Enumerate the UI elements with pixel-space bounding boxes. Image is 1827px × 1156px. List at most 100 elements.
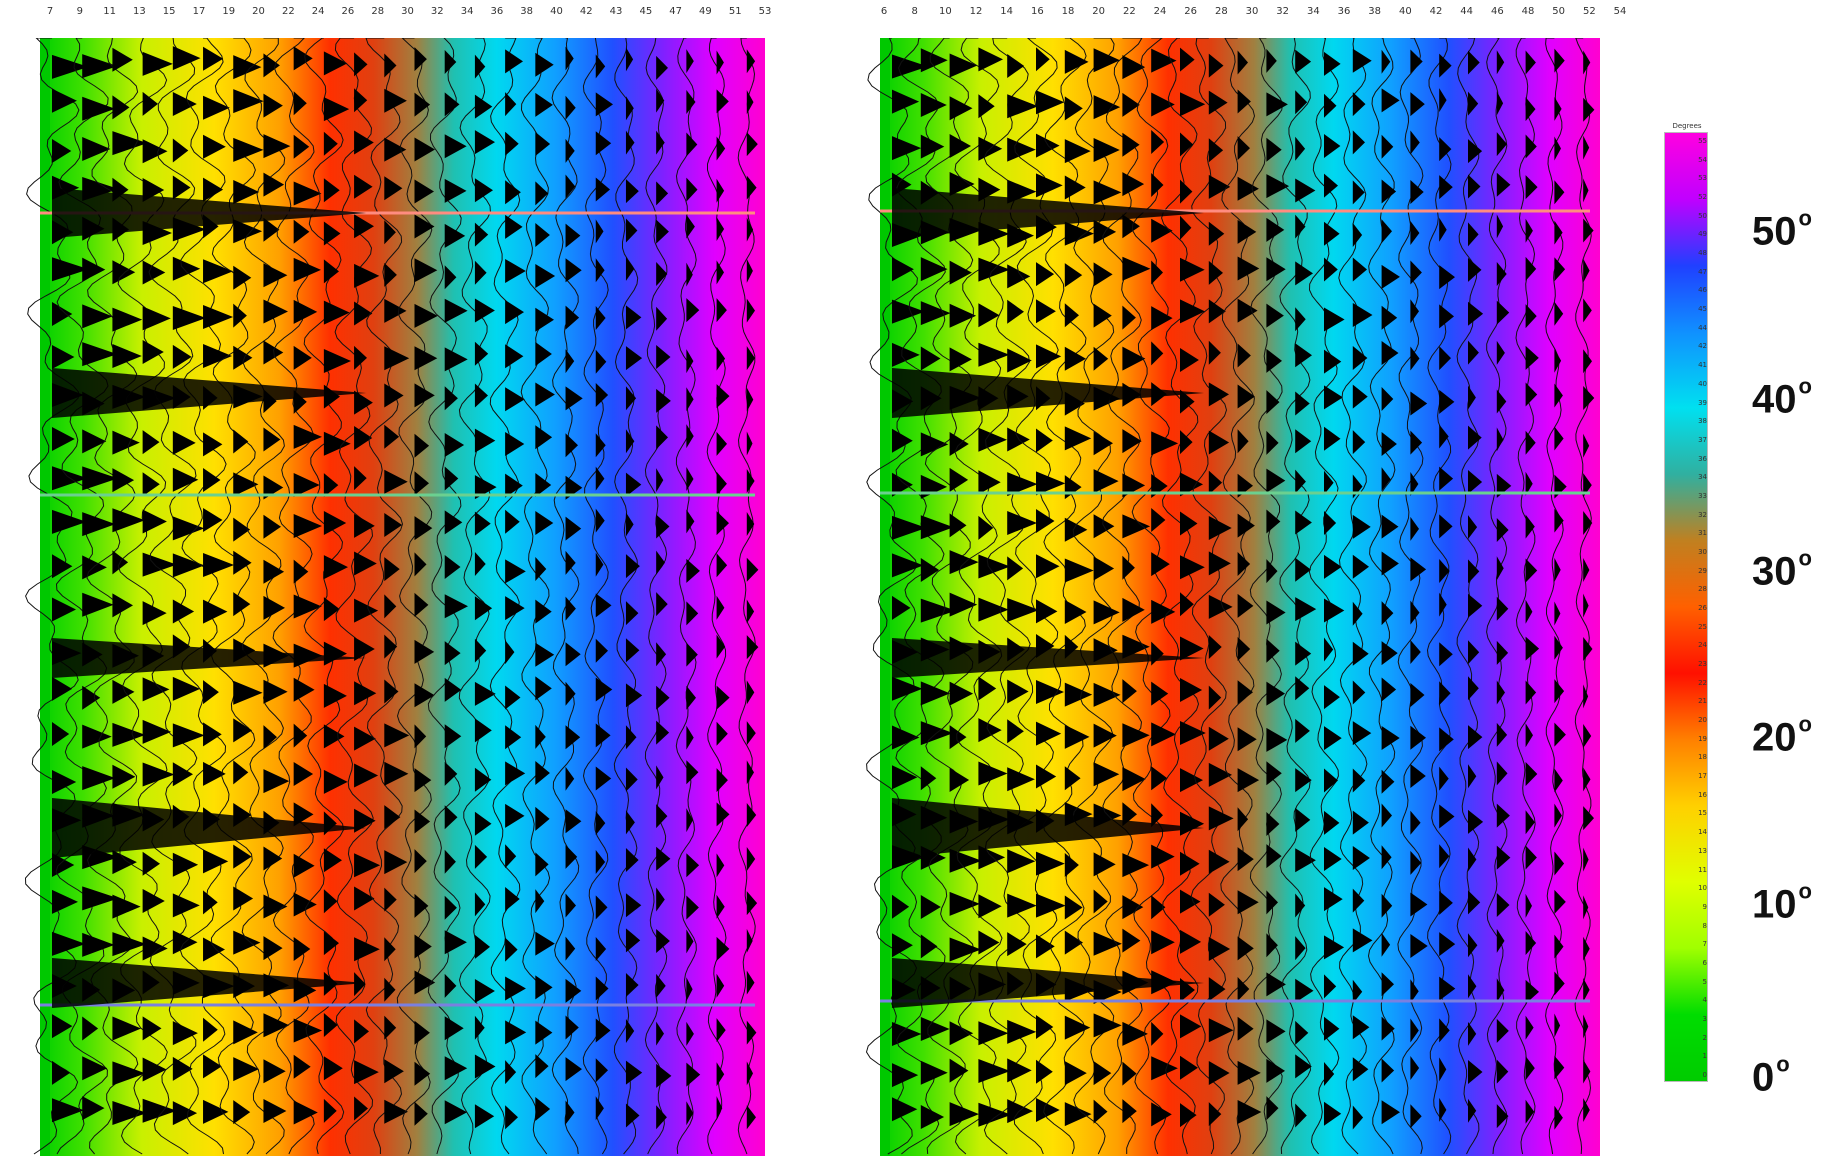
degree-symbol: o xyxy=(1798,878,1812,904)
tick-label: 10 xyxy=(938,6,952,17)
tick-label: 30 xyxy=(1245,6,1259,17)
degree-symbol: o xyxy=(1798,373,1812,399)
tick-label: 40 xyxy=(550,6,563,17)
colorbar-tick-label: 13 xyxy=(1698,846,1707,855)
angle-label: 20o xyxy=(1752,712,1812,761)
colorbar-tick-label: 45 xyxy=(1698,305,1707,314)
colorbar-tick-label: 11 xyxy=(1698,865,1707,874)
colorbar-tick-label: 6 xyxy=(1702,958,1707,967)
right-gather-panel: 6 8 10 12 14 16 18 20 22 24 26 28 30 32 34 36 38 40 42 44 46… xyxy=(840,0,1630,1156)
colorbar-tick-label: 52 xyxy=(1698,193,1707,202)
tick-label: 17 xyxy=(192,6,206,17)
tick-label: 16 xyxy=(1030,6,1044,17)
tick-label: 18 xyxy=(1061,6,1075,17)
tick-label: 45 xyxy=(639,6,653,17)
colorbar-tick-label: 3 xyxy=(1702,1014,1707,1023)
tick-label: 12 xyxy=(969,6,983,17)
degree-symbol: o xyxy=(1776,1051,1790,1077)
colorbar-tick-label: 20 xyxy=(1698,716,1707,725)
colorbar-tick-label: 30 xyxy=(1698,547,1707,556)
tick-label: 24 xyxy=(311,6,325,17)
tick-label: 54 xyxy=(1613,6,1627,17)
angle-value: 30 xyxy=(1752,549,1797,594)
tick-label: 47 xyxy=(669,6,682,17)
degree-symbol: o xyxy=(1798,711,1812,737)
colorbar-tick-label: 0 xyxy=(1702,1071,1707,1079)
tick-label: 42 xyxy=(579,6,593,17)
tick-label: 53 xyxy=(758,6,772,17)
colorbar-tick-label: 15 xyxy=(1698,809,1707,818)
tick-label: 46 xyxy=(1490,6,1504,17)
tick-label: 15 xyxy=(162,6,176,17)
colorbar-tick-label: 26 xyxy=(1698,604,1707,612)
zero-angle-strip xyxy=(880,38,890,1156)
colorbar-tick-label: 1 xyxy=(1702,1052,1707,1061)
tick-label: 34 xyxy=(1306,6,1320,17)
tick-label: 49 xyxy=(699,6,712,17)
tick-label: 22 xyxy=(281,6,295,17)
tick-label: 13 xyxy=(133,6,146,17)
colorbar-tick-label: 7 xyxy=(1702,940,1707,949)
tick-label: 26 xyxy=(1184,6,1198,17)
colorbar-tick-label: 36 xyxy=(1698,454,1707,463)
right-tick-axis: 6 8 10 12 14 16 18 20 22 24 26 28 30 32 34 36 38 40 42 44 46… xyxy=(880,6,1627,20)
tick-label: 40 xyxy=(1398,6,1412,17)
colorbar-tick-label: 29 xyxy=(1698,566,1707,575)
colorbar-tick-label: 41 xyxy=(1698,361,1707,370)
tick-label: 36 xyxy=(490,6,504,17)
colorbar-tick-label: 47 xyxy=(1698,267,1707,276)
colorbar-tick-label: 31 xyxy=(1698,529,1707,538)
colorbar-tick-label: 2 xyxy=(1702,1033,1707,1042)
tick-label: 26 xyxy=(341,6,355,17)
right-gather-image xyxy=(865,38,1600,1156)
tick-label: 51 xyxy=(728,6,742,17)
tick-label: 9 xyxy=(76,6,83,17)
left-gather-image xyxy=(24,38,765,1156)
right-gather-plot xyxy=(840,38,1630,1156)
colorbar-tick-label: 42 xyxy=(1698,342,1707,351)
angle-value: 10 xyxy=(1752,882,1797,927)
angle-label: 10o xyxy=(1752,879,1812,928)
colorbar-tick-label: 32 xyxy=(1698,510,1707,519)
tick-label: 38 xyxy=(520,6,534,17)
colorbar-tick-label: 40 xyxy=(1698,379,1707,388)
tick-label: 52 xyxy=(1582,6,1596,17)
colorbar-tick-label: 10 xyxy=(1698,884,1707,893)
angle-label: 30o xyxy=(1752,546,1812,595)
tick-label: 38 xyxy=(1368,6,1382,17)
angle-label: 50o xyxy=(1752,206,1812,255)
tick-label: 8 xyxy=(911,6,918,17)
tick-label: 28 xyxy=(371,6,385,17)
angle-value: 20 xyxy=(1752,715,1797,760)
tick-label: 48 xyxy=(1521,6,1535,17)
colorbar-tick-label: 54 xyxy=(1698,155,1707,164)
colorbar-tick-label: 19 xyxy=(1698,734,1707,743)
tick-label: 6 xyxy=(880,6,888,17)
tick-label: 7 xyxy=(46,6,54,17)
angle-value: 50 xyxy=(1752,209,1797,254)
angle-label: 40o xyxy=(1752,374,1812,423)
colorbar-tick-label: 53 xyxy=(1698,174,1707,183)
angle-label: 0o xyxy=(1752,1052,1790,1101)
tick-label: 36 xyxy=(1337,6,1351,17)
colorbar-title: Degrees xyxy=(1672,122,1702,130)
tick-label: 20 xyxy=(252,6,265,17)
angle-value: 40 xyxy=(1752,377,1797,422)
colorbar-tick-label: 5 xyxy=(1702,977,1707,986)
tick-label: 22 xyxy=(1122,6,1136,17)
tick-label: 11 xyxy=(103,6,116,17)
left-tick-axis: 7 9 11 13 15 17 19 20 22 24 26 28 30 32 34 36 38 40 42 43 45… xyxy=(46,6,772,20)
tick-label: 32 xyxy=(430,6,444,17)
degree-symbol: o xyxy=(1798,205,1812,231)
tick-label: 24 xyxy=(1153,6,1167,17)
tick-label: 20 xyxy=(1092,6,1106,17)
colorbar-tick-label: 24 xyxy=(1698,641,1707,650)
tick-label: 19 xyxy=(222,6,236,17)
colorbar-tick-label: 23 xyxy=(1698,660,1707,669)
colorbar-tick-label: 46 xyxy=(1698,286,1707,295)
colorbar-tick-label: 55 xyxy=(1698,137,1707,145)
tick-label: 44 xyxy=(1460,6,1474,17)
colorbar-tick-label: 18 xyxy=(1698,753,1707,762)
colorbar-tick-label: 16 xyxy=(1698,790,1707,799)
colorbar-tick-label: 44 xyxy=(1698,323,1707,332)
